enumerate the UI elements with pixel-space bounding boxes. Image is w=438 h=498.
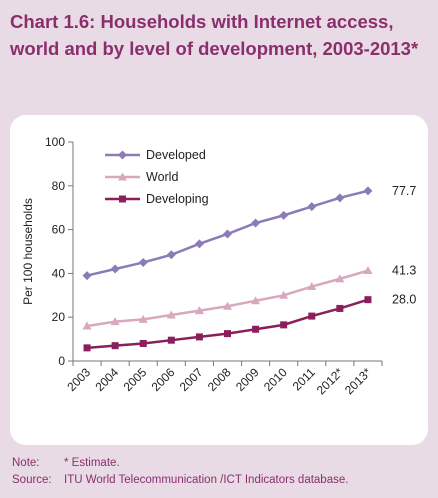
data-point-world — [335, 274, 345, 283]
data-point-world — [307, 282, 317, 291]
data-point-developing — [83, 344, 91, 352]
legend-marker-developed — [118, 150, 127, 160]
data-point-developing — [280, 321, 288, 329]
y-tick-label: 40 — [52, 266, 66, 280]
data-point-developed — [138, 257, 148, 267]
end-label-world: 41.3 — [392, 264, 416, 278]
x-tick-label: 2006 — [149, 365, 178, 394]
data-point-world — [138, 314, 148, 323]
data-point-developed — [279, 210, 289, 220]
note-label: Note: — [12, 457, 40, 469]
data-point-world — [166, 310, 176, 319]
source-text: ITU World Telecommunication /ICT Indicat… — [64, 474, 349, 486]
x-tick-label: 2011 — [290, 365, 318, 393]
data-point-world — [110, 317, 120, 326]
legend-label-world: World — [146, 170, 178, 184]
y-tick-label: 60 — [52, 223, 66, 237]
data-point-developing — [224, 330, 231, 338]
data-point-developing — [336, 304, 344, 312]
data-point-developing — [139, 339, 147, 347]
x-tick-label: 2004 — [92, 365, 121, 394]
x-tick-label: 2003 — [64, 365, 93, 394]
x-tick-label: 2005 — [121, 365, 150, 394]
note-text: * Estimate. — [64, 457, 120, 469]
x-tick-label: 2013* — [342, 365, 374, 397]
x-tick-label: 2007 — [177, 365, 206, 394]
data-point-developed — [335, 193, 345, 203]
data-point-developed — [251, 218, 261, 228]
y-tick-label: 80 — [52, 179, 66, 193]
data-point-developed — [82, 271, 92, 281]
data-point-developing — [111, 342, 119, 350]
chart-title: Chart 1.6: Households with Internet acce… — [10, 11, 419, 59]
x-tick-label: 2008 — [205, 365, 234, 394]
data-point-developed — [194, 239, 204, 249]
x-tick-label: 2010 — [261, 365, 290, 394]
data-point-world — [194, 306, 204, 315]
data-point-developing — [167, 336, 175, 344]
data-point-world — [363, 266, 373, 275]
data-point-developed — [110, 264, 120, 274]
data-point-developed — [223, 229, 232, 239]
data-point-developing — [364, 296, 372, 304]
end-label-developed: 77.7 — [392, 184, 416, 198]
legend-marker-world — [118, 172, 127, 181]
data-point-developing — [252, 325, 260, 333]
chart-panel: Per 100 households 0 20 40 60 80 100 2003 2004 2… — [10, 115, 428, 445]
y-tick-label: 100 — [45, 135, 65, 149]
x-tick-label: 2009 — [233, 365, 262, 394]
source-row: Source: ITU World Telecommunication /ICT … — [12, 472, 432, 489]
data-point-world — [223, 301, 232, 310]
notes: Note: * Estimate. Source: ITU World Teleco… — [12, 455, 432, 489]
legend-label-developed: Developed — [146, 148, 206, 162]
legend-marker-developing — [119, 195, 126, 203]
legend-label-developing: Developing — [146, 192, 209, 206]
end-label-developing: 28.0 — [392, 293, 416, 307]
data-point-developing — [308, 312, 316, 320]
data-point-developed — [166, 250, 176, 260]
x-tick-label: 2012* — [314, 365, 346, 397]
data-point-world — [279, 290, 289, 299]
series-line-world — [86, 269, 369, 328]
note-row: Note: * Estimate. — [12, 455, 432, 472]
y-axis-label: Per 100 households — [21, 198, 35, 305]
y-tick-label: 20 — [52, 310, 66, 324]
data-point-world — [251, 296, 261, 305]
data-point-developing — [195, 333, 203, 341]
data-point-developed — [363, 186, 373, 196]
data-point-developed — [307, 202, 317, 212]
data-point-world — [82, 321, 92, 330]
y-tick-label: 0 — [58, 354, 65, 368]
source-label: Source: — [12, 474, 52, 486]
